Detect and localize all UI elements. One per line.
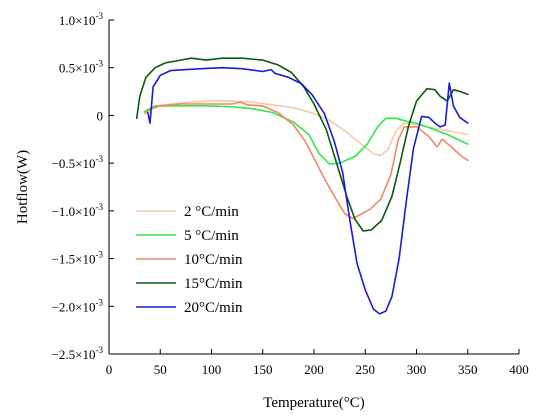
series-line-3 xyxy=(135,57,469,232)
legend-label-0: 2 °C/min xyxy=(184,204,239,220)
series-line-2 xyxy=(144,101,469,220)
y-tick-mantissa: −2.5×10 xyxy=(52,347,96,362)
y-tick-label: −0.5×10-3 xyxy=(52,154,104,171)
y-tick-mantissa: −2.0×10 xyxy=(52,299,96,314)
legend-label-2: 10°C/min xyxy=(184,252,243,268)
y-tick-label: −2.0×10-3 xyxy=(52,297,104,314)
y-axis-title: Hotflow(W) xyxy=(15,150,31,224)
legend-label-4: 20°C/min xyxy=(184,300,243,316)
x-axis-title: Temperature(°C) xyxy=(263,395,365,411)
series-line-4 xyxy=(147,66,469,315)
y-tick-label: 1.0×10-3 xyxy=(59,11,104,28)
y-tick-exponent: -3 xyxy=(96,345,104,355)
y-tick-exponent: -3 xyxy=(96,11,104,21)
y-tick-label: −1.0×10-3 xyxy=(52,202,104,219)
y-tick-mantissa: 1.0×10 xyxy=(59,13,96,28)
x-tick-label: 100 xyxy=(202,362,222,377)
y-tick-label: −2.5×10-3 xyxy=(52,345,104,362)
x-tick-label: 200 xyxy=(304,362,324,377)
y-axis-ticks: 1.0×10-30.5×10-30−0.5×10-3−1.0×10-3−1.5×… xyxy=(52,11,114,362)
y-tick-mantissa: −1.0×10 xyxy=(52,204,96,219)
series-line-0 xyxy=(144,100,469,157)
x-tick-label: 0 xyxy=(106,362,113,377)
series-layer xyxy=(135,57,469,315)
x-axis-ticks: 0 50 100 150 200 250 300 350 400 xyxy=(106,349,529,377)
y-tick-mantissa: −0.5×10 xyxy=(52,156,96,171)
y-tick-exponent: -3 xyxy=(96,59,104,69)
y-tick-exponent: -3 xyxy=(96,202,104,212)
x-tick-label: 400 xyxy=(509,362,529,377)
legend-label-3: 15°C/min xyxy=(184,276,243,292)
y-tick-exponent: -3 xyxy=(96,154,104,164)
y-tick-exponent: -3 xyxy=(96,297,104,307)
y-tick-label: 0.5×10-3 xyxy=(59,59,104,76)
y-tick-mantissa: 0.5×10 xyxy=(59,61,96,76)
x-tick-label: 150 xyxy=(253,362,273,377)
legend: 2 °C/min 5 °C/min 10°C/min 15°C/min 20°C/min xyxy=(136,204,243,316)
x-tick-label: 50 xyxy=(154,362,167,377)
y-tick-mantissa: 0 xyxy=(97,108,104,123)
series-line-1 xyxy=(144,105,469,165)
x-tick-label: 250 xyxy=(356,362,376,377)
y-tick-exponent: -3 xyxy=(96,250,104,260)
y-tick-label: 0 xyxy=(97,108,104,123)
x-tick-label: 300 xyxy=(407,362,427,377)
x-tick-label: 350 xyxy=(458,362,478,377)
legend-label-1: 5 °C/min xyxy=(184,228,239,244)
y-tick-label: −1.5×10-3 xyxy=(52,250,104,267)
y-tick-mantissa: −1.5×10 xyxy=(52,252,96,267)
